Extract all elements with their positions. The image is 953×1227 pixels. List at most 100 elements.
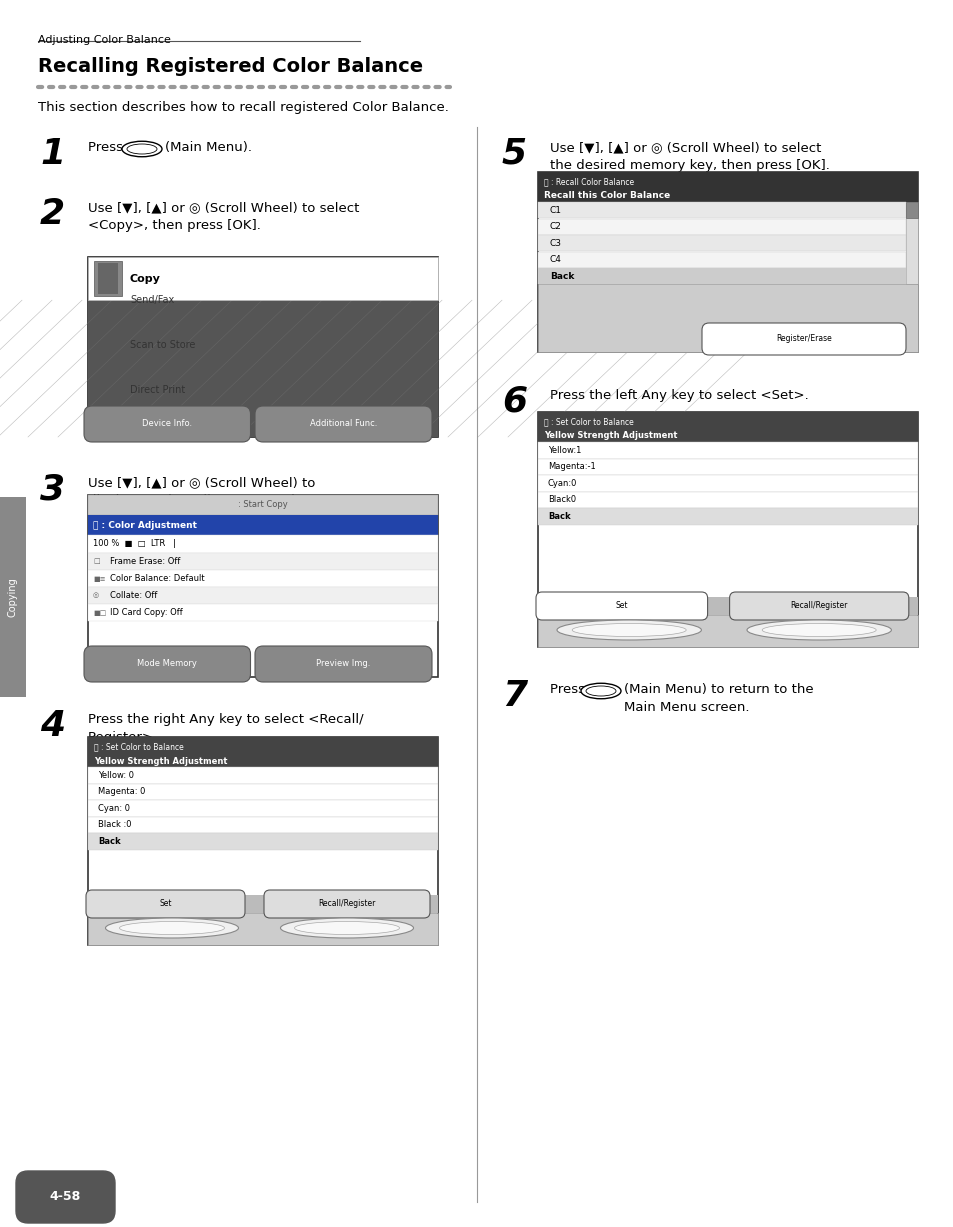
FancyBboxPatch shape [84,406,251,442]
Bar [88,800,437,816]
Bar [537,508,917,524]
FancyBboxPatch shape [264,890,430,918]
Text: C2: C2 [550,222,561,231]
Text: (Main Menu) to return to the
Main Menu screen.: (Main Menu) to return to the Main Menu s… [623,683,813,714]
Text: Press: Press [88,141,127,155]
Ellipse shape [557,620,700,640]
Bar [537,412,917,442]
Ellipse shape [585,686,616,696]
Text: Set: Set [159,899,172,908]
Text: 4-58: 4-58 [50,1190,81,1204]
Bar [537,267,905,285]
FancyBboxPatch shape [84,645,251,682]
Text: Mode Memory: Mode Memory [137,659,197,669]
Text: C3: C3 [550,239,561,248]
Bar [88,515,437,535]
Text: Use [▼], [▲] or ◎ (Scroll Wheel) to select
the desired memory key, then press [O: Use [▼], [▲] or ◎ (Scroll Wheel) to sele… [550,141,829,172]
Ellipse shape [572,623,685,637]
Text: 3: 3 [40,472,65,506]
Text: Adjusting Color Balance: Adjusting Color Balance [38,36,171,45]
Bar [88,494,437,515]
Text: Device Info.: Device Info. [142,420,193,428]
Ellipse shape [746,620,890,640]
Bar [88,553,437,571]
Text: 2: 2 [40,198,65,231]
Text: Cyan: 0: Cyan: 0 [98,804,130,812]
Text: Recall/Register: Recall/Register [318,899,375,908]
FancyBboxPatch shape [16,1171,115,1223]
Text: Ⓢ : Set Color to Balance: Ⓢ : Set Color to Balance [543,417,633,427]
Text: Recalling Registered Color Balance: Recalling Registered Color Balance [38,56,423,76]
Text: 5: 5 [501,137,527,171]
Text: Color Balance: Default: Color Balance: Default [110,574,204,583]
Bar [905,202,917,218]
Text: 1: 1 [40,137,65,171]
Text: Additional Func.: Additional Func. [310,420,376,428]
Bar [537,459,917,475]
Text: ■≡: ■≡ [92,575,106,582]
Ellipse shape [294,921,399,935]
Bar [537,598,917,615]
Bar [0,497,26,697]
Text: Direct Print: Direct Print [130,385,185,395]
Bar [88,604,437,621]
Text: Back: Back [550,271,574,281]
Text: This section describes how to recall registered Color Balance.: This section describes how to recall reg… [38,101,449,114]
Bar [537,236,905,252]
Text: ID Card Copy: Off: ID Card Copy: Off [110,609,183,617]
Text: Frame Erase: Off: Frame Erase: Off [110,557,180,566]
Bar [88,737,437,767]
Bar [88,256,437,437]
Ellipse shape [106,918,238,937]
Bar [98,263,108,294]
FancyBboxPatch shape [254,406,432,442]
Bar [108,263,118,294]
Text: Back: Back [98,837,120,845]
Bar [88,816,437,833]
Text: ◎: ◎ [92,593,99,599]
Text: Recall this Color Balance: Recall this Color Balance [543,191,670,200]
Text: : Start Copy: : Start Copy [238,501,288,509]
Text: Yellow Strength Adjustment: Yellow Strength Adjustment [94,757,227,766]
Bar [537,615,917,647]
Text: Press: Press [550,683,589,696]
Text: Yellow:1: Yellow:1 [547,445,580,455]
Text: Preview Img.: Preview Img. [316,659,371,669]
Bar [537,172,917,352]
Text: Ⓢ : Recall Color Balance: Ⓢ : Recall Color Balance [543,178,634,187]
Text: □: □ [92,558,99,564]
Text: 7: 7 [501,679,527,713]
Text: 100 %  ■  □  LTR   |: 100 % ■ □ LTR | [92,540,175,548]
Text: Copying: Copying [8,577,18,617]
Text: ■□: ■□ [92,610,106,616]
Bar [88,894,437,913]
Bar [88,833,437,849]
Bar [537,252,905,267]
Bar [537,285,917,352]
Text: C1: C1 [550,206,561,215]
Ellipse shape [761,623,875,637]
Ellipse shape [119,921,224,935]
Ellipse shape [127,144,157,155]
FancyBboxPatch shape [254,645,432,682]
FancyBboxPatch shape [701,323,905,355]
Text: Register/Erase: Register/Erase [776,335,831,344]
Text: Set: Set [615,601,627,611]
Bar [537,172,917,202]
Bar [88,571,437,587]
Text: 4: 4 [40,709,65,744]
Text: 6: 6 [501,385,527,418]
Ellipse shape [580,683,620,698]
Text: Copy: Copy [130,274,161,283]
Text: Cyan:0: Cyan:0 [547,479,577,488]
Bar [88,767,437,784]
Text: Ⓢ : Set Color to Balance: Ⓢ : Set Color to Balance [94,742,184,751]
Bar [905,202,917,285]
Text: Yellow: 0: Yellow: 0 [98,771,133,779]
Bar [537,475,917,492]
Text: Magenta: 0: Magenta: 0 [98,788,145,796]
Text: Ⓢ : Color Adjustment: Ⓢ : Color Adjustment [92,520,196,530]
Bar [88,494,437,677]
FancyBboxPatch shape [536,591,707,620]
Text: Black :0: Black :0 [98,821,132,829]
